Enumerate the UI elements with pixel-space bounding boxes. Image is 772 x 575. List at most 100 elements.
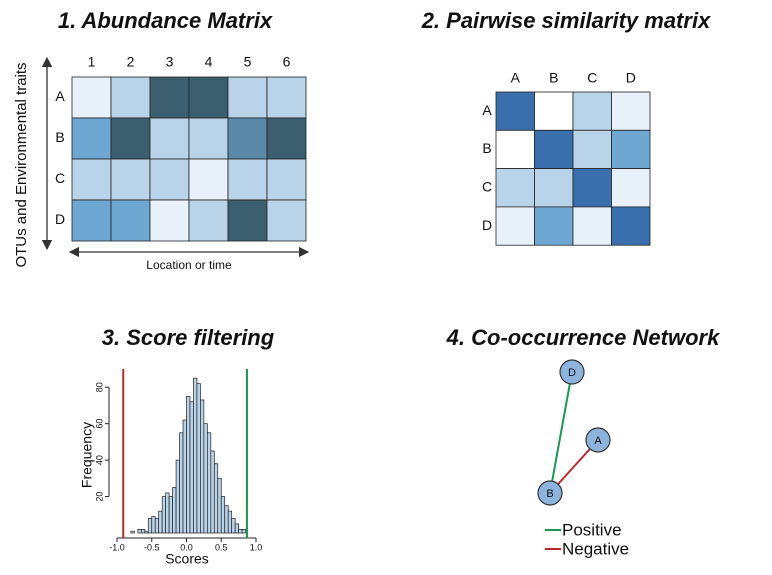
histogram-bar	[186, 395, 191, 534]
matrix-cell	[534, 129, 574, 170]
matrix-cell	[110, 76, 151, 119]
histogram-bar	[224, 505, 229, 534]
node	[559, 359, 585, 385]
column-label: C	[587, 70, 597, 86]
panel-title: 3. Score filtering	[102, 325, 275, 350]
column-label: 2	[127, 54, 135, 70]
matrix-cell	[71, 199, 112, 242]
matrix-cell	[572, 168, 612, 208]
histogram-bar	[165, 492, 170, 534]
column-label: 3	[166, 54, 174, 70]
histogram-bar	[151, 516, 156, 534]
matrix-cell	[611, 91, 651, 131]
x-tick-label: 1.0	[250, 542, 263, 552]
row-label: A	[482, 102, 492, 118]
matrix-cell	[611, 129, 651, 170]
matrix-cell	[149, 117, 190, 160]
matrix-cell	[266, 158, 307, 201]
histogram-bar	[189, 401, 194, 534]
histogram-bar	[234, 523, 239, 534]
legend-label: Negative	[562, 539, 629, 558]
column-label: A	[511, 70, 521, 86]
matrix-cell	[149, 199, 190, 242]
matrix-cell	[71, 76, 112, 119]
histogram-bar	[147, 518, 153, 534]
matrix-cell	[572, 91, 612, 131]
legend-label: Positive	[562, 520, 622, 539]
histogram-bar	[241, 529, 246, 534]
row-label: B	[482, 140, 491, 156]
row-label: A	[55, 88, 65, 104]
y-tick-label: 40	[94, 455, 104, 465]
matrix-cell	[227, 76, 268, 119]
histogram-bar	[130, 530, 135, 534]
matrix-cell	[534, 91, 574, 131]
histogram-bar	[158, 510, 163, 534]
matrix-cell	[266, 117, 307, 160]
y-tick-label: 60	[94, 419, 104, 429]
matrix-cell	[266, 199, 307, 242]
panel-title: 1. Abundance Matrix	[58, 8, 273, 33]
histogram-bar	[161, 496, 167, 534]
matrix-cell	[495, 91, 535, 131]
matrix-cell	[227, 117, 268, 160]
panel-title: 2. Pairwise similarity matrix	[421, 8, 711, 33]
matrix-cell	[110, 117, 151, 160]
matrix-cell	[534, 168, 574, 208]
matrix-cell	[266, 76, 307, 119]
histogram-bar	[220, 496, 226, 534]
node	[537, 480, 563, 506]
column-label: 5	[244, 54, 252, 70]
node	[585, 427, 611, 453]
histogram-bar	[200, 399, 205, 534]
histogram-bar	[144, 530, 149, 534]
matrix-cell	[188, 117, 229, 160]
histogram-bar	[231, 518, 236, 534]
axis-label: Location or time	[146, 258, 232, 272]
histogram-bar	[217, 477, 222, 534]
histogram-bar	[196, 383, 201, 534]
matrix-cell	[495, 206, 535, 246]
x-tick-label: -0.5	[144, 542, 160, 552]
y-tick-label: 20	[94, 492, 104, 502]
matrix-cell	[188, 76, 229, 119]
node-label: A	[594, 435, 602, 447]
matrix-cell	[227, 158, 268, 201]
histogram-bar	[207, 432, 212, 534]
x-tick-label: -1.0	[109, 542, 125, 552]
matrix-cell	[227, 199, 268, 242]
column-label: D	[626, 70, 636, 86]
node-label: D	[568, 367, 576, 379]
axis-label: Scores	[165, 551, 209, 567]
matrix-cell	[188, 199, 229, 242]
x-tick-label: 0.0	[180, 542, 193, 552]
matrix-cell	[188, 158, 229, 201]
axis-label: Frequency	[79, 422, 95, 488]
row-label: D	[482, 217, 492, 233]
y-tick-label: 80	[94, 382, 104, 392]
matrix-cell	[534, 206, 574, 246]
matrix-cell	[149, 158, 190, 201]
row-label: B	[55, 129, 64, 145]
histogram-bar	[179, 432, 184, 534]
matrix-cell	[71, 117, 112, 160]
column-label: B	[549, 70, 558, 86]
histogram-bar	[154, 518, 160, 534]
row-label: C	[482, 178, 492, 194]
edge	[549, 371, 573, 494]
histogram-bar	[182, 419, 187, 534]
histogram-bar	[210, 450, 215, 534]
histogram-bar	[193, 377, 198, 534]
panel-title: 4. Co-occurrence Network	[446, 325, 721, 350]
histogram-bar	[137, 529, 142, 534]
node-label: B	[546, 488, 553, 500]
row-label: D	[55, 211, 65, 227]
histogram-bar	[213, 463, 219, 534]
matrix-cell	[110, 158, 151, 201]
matrix-cell	[495, 168, 535, 208]
row-label: C	[55, 170, 65, 186]
histogram-bar	[168, 496, 173, 534]
matrix-cell	[572, 129, 612, 170]
matrix-cell	[572, 206, 612, 246]
